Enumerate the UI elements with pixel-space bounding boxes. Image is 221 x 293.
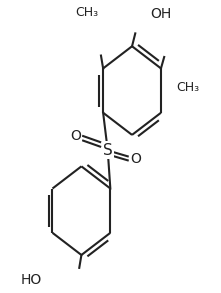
Text: S: S — [103, 143, 112, 158]
Text: HO: HO — [21, 273, 42, 287]
Text: OH: OH — [150, 6, 172, 21]
Text: O: O — [130, 152, 141, 166]
Text: CH₃: CH₃ — [176, 81, 199, 94]
Text: O: O — [70, 129, 82, 143]
Text: CH₃: CH₃ — [76, 6, 99, 19]
